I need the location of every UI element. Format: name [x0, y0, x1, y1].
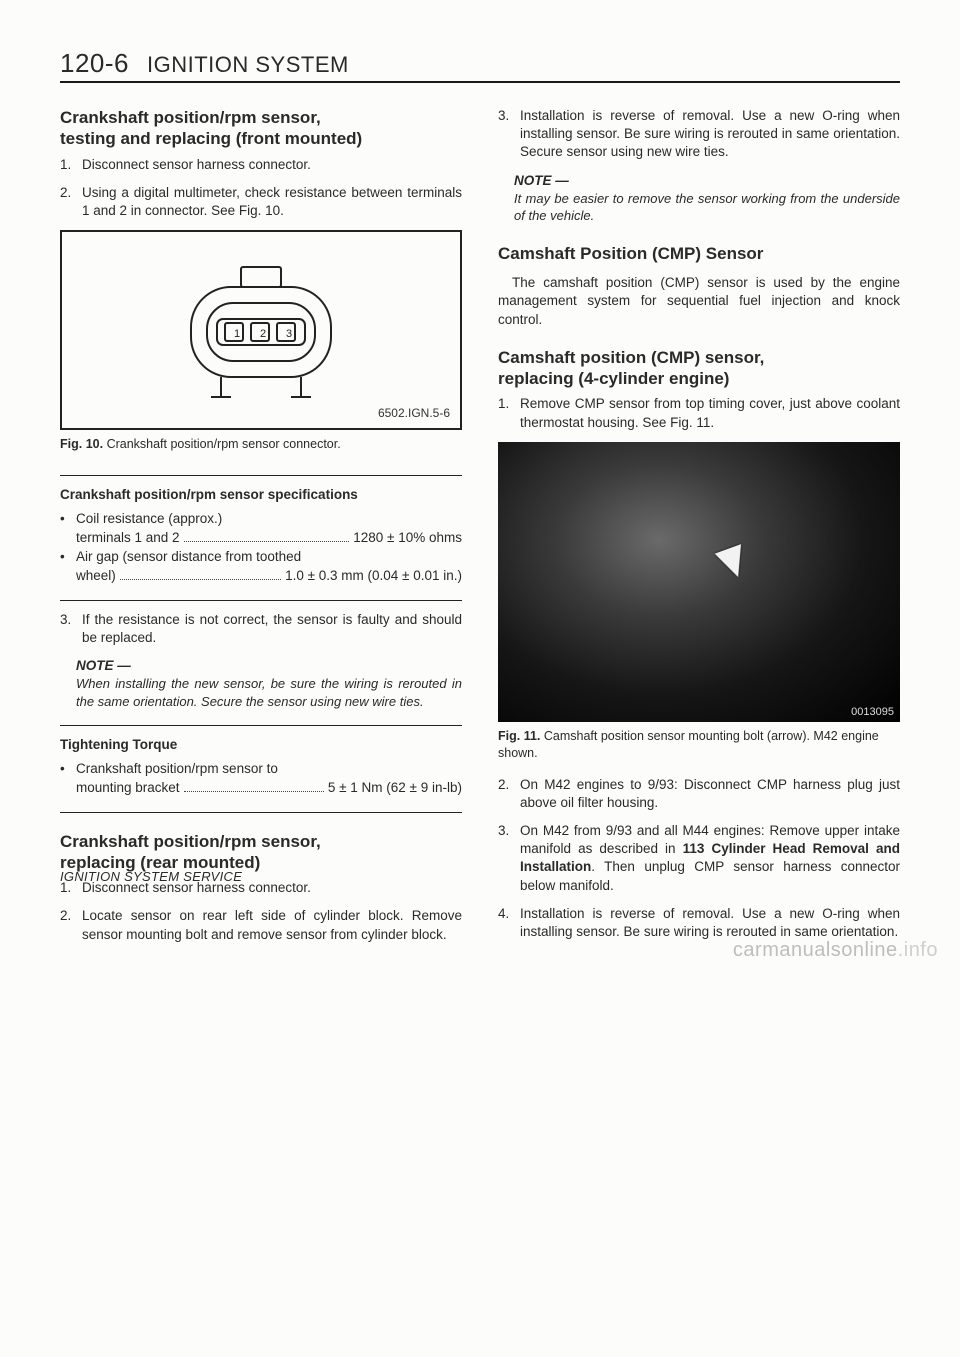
heading-cmp-replace: Camshaft position (CMP) sensor, replacin… [498, 347, 900, 390]
left-column: Crankshaft position/rpm sensor, testing … [60, 107, 462, 954]
connector-diagram-icon: 1 2 3 [151, 257, 371, 407]
rule [60, 475, 462, 476]
steps-crank-test-3: 3.If the resistance is not correct, the … [60, 611, 462, 647]
steps-cmp-1: 1.Remove CMP sensor from top timing cove… [498, 395, 900, 431]
steps-cmp-rest: 2.On M42 engines to 9/93: Disconnect CMP… [498, 776, 900, 942]
heading-crank-test: Crankshaft position/rpm sensor, testing … [60, 107, 462, 150]
steps-right-top: 3.Installation is reverse of removal. Us… [498, 107, 900, 162]
svg-text:3: 3 [286, 328, 292, 340]
paragraph: The camshaft position (CMP) sensor is us… [498, 274, 900, 329]
figure-11-photo: 0013095 [498, 442, 900, 722]
page-header: 120-6 IGNITION SYSTEM [60, 48, 900, 79]
spec-bullet: • Coil resistance (approx.) terminals 1 … [60, 510, 462, 548]
spec-line: terminals 1 and 2 1280 ± 10% ohms [76, 529, 462, 548]
note-body: When installing the new sensor, be sure … [76, 675, 462, 710]
columns: Crankshaft position/rpm sensor, testing … [60, 107, 900, 954]
right-column: 3.Installation is reverse of removal. Us… [498, 107, 900, 954]
torque-bullet: • Crankshaft position/rpm sensor to moun… [60, 760, 462, 798]
list-item: 2.Using a digital multimeter, check resi… [60, 184, 462, 220]
heading-cmp-sensor: Camshaft Position (CMP) Sensor [498, 243, 900, 264]
page-title: IGNITION SYSTEM [147, 52, 349, 78]
steps-crank-test: 1.Disconnect sensor harness connector. 2… [60, 156, 462, 221]
note-heading: NOTE — [76, 657, 462, 675]
steps-crank-rear: 1.Disconnect sensor harness connector. 2… [60, 879, 462, 944]
list-item: 2.Locate sensor on rear left side of cyl… [60, 907, 462, 943]
note-body: It may be easier to remove the sensor wo… [514, 190, 900, 225]
figure-11-caption: Fig. 11. Camshaft position sensor mounti… [498, 728, 900, 762]
rule [60, 600, 462, 601]
svg-text:2: 2 [260, 328, 266, 340]
list-item: 3.Installation is reverse of removal. Us… [498, 107, 900, 162]
note-block: NOTE — When installing the new sensor, b… [60, 657, 462, 710]
figure-10-box: 1 2 3 6502.IGN.5-6 [60, 230, 462, 430]
list-item: 1.Remove CMP sensor from top timing cove… [498, 395, 900, 431]
header-rule [60, 81, 900, 83]
list-item: 1.Disconnect sensor harness connector. [60, 156, 462, 174]
spec-line: wheel) 1.0 ± 0.3 mm (0.04 ± 0.01 in.) [76, 567, 462, 586]
footer-text: IGNITION SYSTEM SERVICE [60, 869, 242, 884]
note-heading: NOTE — [514, 172, 900, 190]
figure-11-ref: 0013095 [851, 706, 894, 718]
spec-title: Crankshaft position/rpm sensor specifica… [60, 486, 462, 504]
torque-title: Tightening Torque [60, 736, 462, 754]
list-item: 4.Installation is reverse of removal. Us… [498, 905, 900, 941]
rule [60, 725, 462, 726]
page-number: 120-6 [60, 48, 129, 79]
torque-line: mounting bracket 5 ± 1 Nm (62 ± 9 in-lb) [76, 779, 462, 798]
rule [60, 812, 462, 813]
list-item: 2.On M42 engines to 9/93: Disconnect CMP… [498, 776, 900, 812]
arrow-icon [715, 544, 752, 582]
heading-crank-rear: Crankshaft position/rpm sensor, replacin… [60, 831, 462, 874]
figure-10-ref: 6502.IGN.5-6 [378, 406, 450, 420]
watermark: carmanualsonline.info [733, 939, 938, 962]
page: 120-6 IGNITION SYSTEM Crankshaft positio… [0, 0, 960, 984]
figure-10-caption: Fig. 10. Crankshaft position/rpm sensor … [60, 436, 462, 453]
list-item: 3.If the resistance is not correct, the … [60, 611, 462, 647]
list-item: 3. On M42 from 9/93 and all M44 engines:… [498, 822, 900, 895]
note-block: NOTE — It may be easier to remove the se… [498, 172, 900, 225]
spec-bullet: • Air gap (sensor distance from toothed … [60, 548, 462, 586]
svg-text:1: 1 [234, 328, 240, 340]
